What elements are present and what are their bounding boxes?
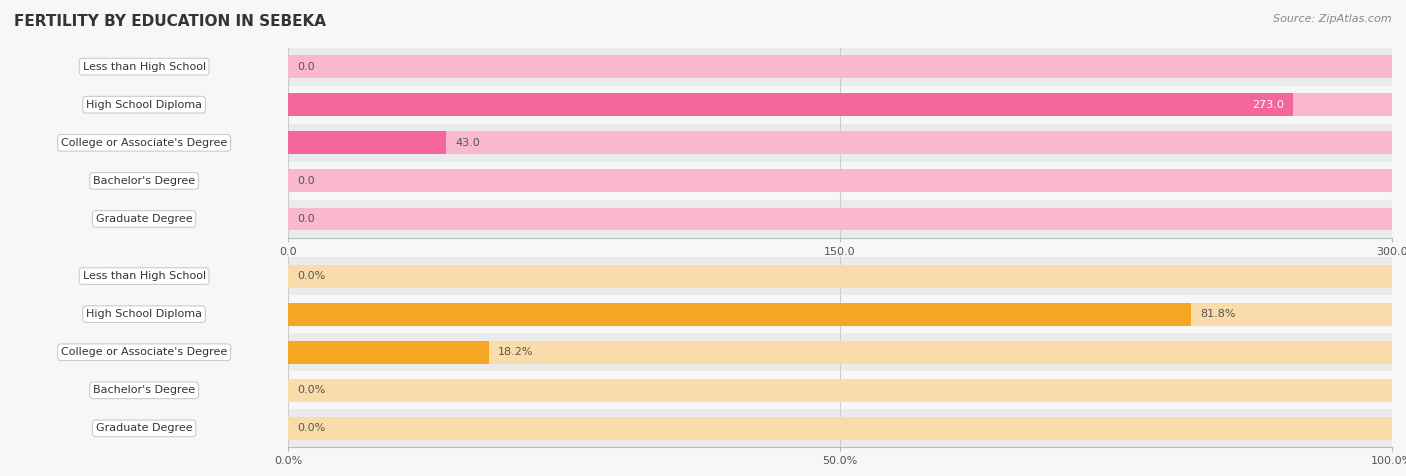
Bar xyxy=(288,303,1392,326)
Bar xyxy=(288,93,1392,116)
Bar xyxy=(288,341,489,364)
Bar xyxy=(288,295,1392,333)
Text: Bachelor's Degree: Bachelor's Degree xyxy=(93,176,195,186)
Text: 0.0%: 0.0% xyxy=(297,271,325,281)
Bar xyxy=(288,162,1392,200)
Bar xyxy=(288,208,1392,230)
Text: Less than High School: Less than High School xyxy=(83,61,205,72)
Bar xyxy=(288,55,1392,78)
Bar xyxy=(288,341,1392,364)
Bar xyxy=(288,169,1392,192)
Bar xyxy=(288,379,1392,402)
Bar xyxy=(288,265,1392,288)
Text: High School Diploma: High School Diploma xyxy=(86,99,202,110)
Bar xyxy=(288,417,1392,440)
Text: College or Associate's Degree: College or Associate's Degree xyxy=(60,347,228,357)
Text: 0.0%: 0.0% xyxy=(297,385,325,396)
Bar xyxy=(288,257,1392,295)
Bar xyxy=(288,371,1392,409)
Text: College or Associate's Degree: College or Associate's Degree xyxy=(60,138,228,148)
Text: High School Diploma: High School Diploma xyxy=(86,309,202,319)
Bar xyxy=(288,303,1191,326)
Text: Bachelor's Degree: Bachelor's Degree xyxy=(93,385,195,396)
Text: 0.0: 0.0 xyxy=(297,61,315,72)
Text: 81.8%: 81.8% xyxy=(1199,309,1236,319)
Text: 273.0: 273.0 xyxy=(1251,99,1284,110)
Bar xyxy=(288,333,1392,371)
Bar xyxy=(288,124,1392,162)
Bar xyxy=(288,200,1392,238)
Text: FERTILITY BY EDUCATION IN SEBEKA: FERTILITY BY EDUCATION IN SEBEKA xyxy=(14,14,326,30)
Bar xyxy=(288,93,1292,116)
Bar xyxy=(288,409,1392,447)
Text: Less than High School: Less than High School xyxy=(83,271,205,281)
Text: Graduate Degree: Graduate Degree xyxy=(96,214,193,224)
Text: Source: ZipAtlas.com: Source: ZipAtlas.com xyxy=(1274,14,1392,24)
Text: 0.0: 0.0 xyxy=(297,176,315,186)
Text: 18.2%: 18.2% xyxy=(498,347,533,357)
Bar xyxy=(288,131,447,154)
Text: 0.0%: 0.0% xyxy=(297,423,325,434)
Text: Graduate Degree: Graduate Degree xyxy=(96,423,193,434)
Bar xyxy=(288,131,1392,154)
Bar xyxy=(288,48,1392,86)
Bar xyxy=(288,86,1392,124)
Text: 43.0: 43.0 xyxy=(456,138,479,148)
Text: 0.0: 0.0 xyxy=(297,214,315,224)
